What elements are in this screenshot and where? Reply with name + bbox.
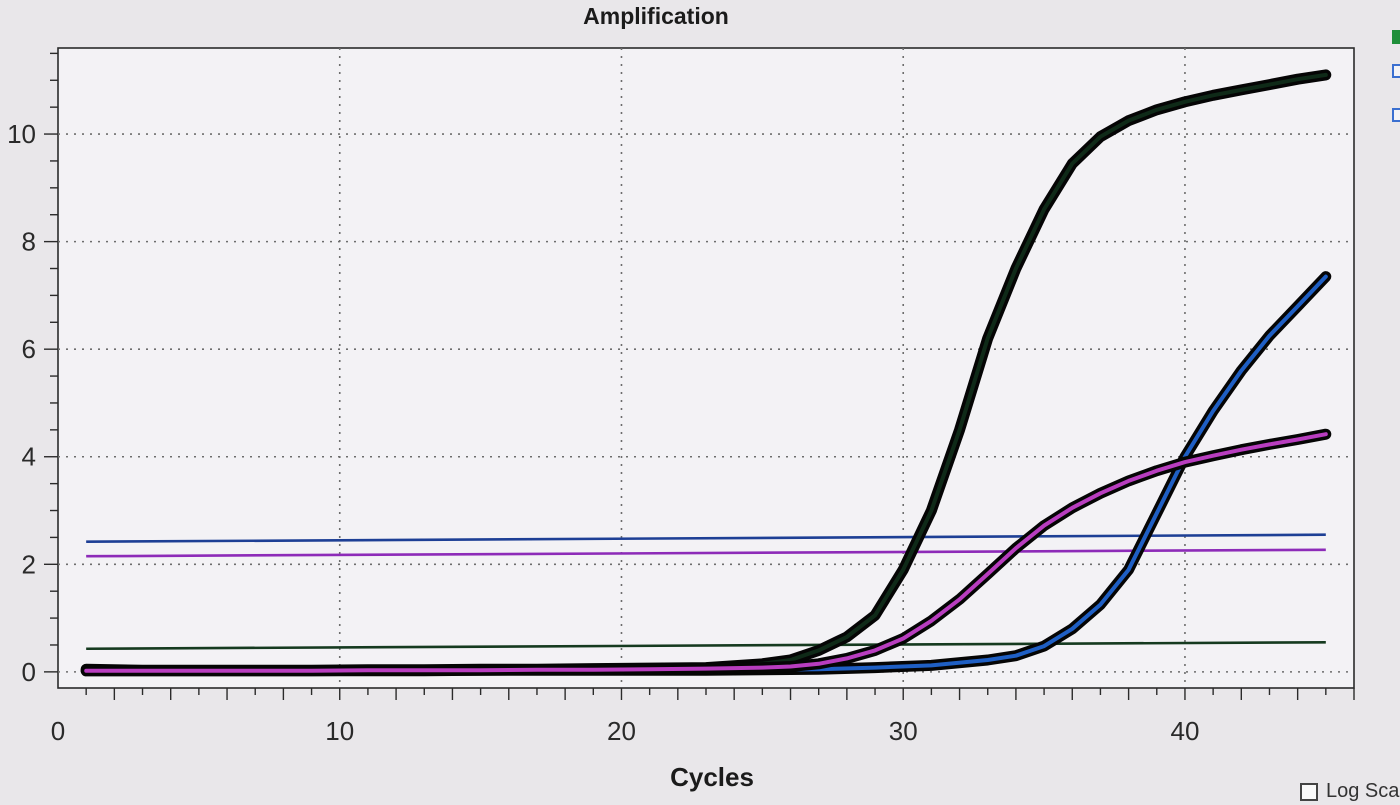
log-scale-toggle[interactable]: Log Sca xyxy=(1300,780,1399,803)
grid xyxy=(58,48,1354,688)
legend-swatch-1[interactable] xyxy=(1392,30,1400,44)
axis-ticks: 0 10 20 30 40 0 2 4 6 8 10 xyxy=(7,52,1355,746)
chart-title: Amplification xyxy=(583,3,729,29)
y-tick-label: 10 xyxy=(7,119,36,149)
x-tick-label: 20 xyxy=(607,716,636,746)
y-tick-label: 0 xyxy=(22,657,36,687)
plot-area xyxy=(57,47,1355,689)
log-scale-label: Log Sca xyxy=(1326,780,1400,802)
threshold-line-1[interactable] xyxy=(86,533,1326,544)
series-line-3[interactable] xyxy=(84,432,1328,673)
legend-swatch-3[interactable] xyxy=(1392,108,1400,122)
x-tick-label: 0 xyxy=(51,716,65,746)
x-tick-label: 30 xyxy=(889,716,918,746)
threshold-line-3[interactable] xyxy=(86,640,1326,651)
x-tick-label: 40 xyxy=(1170,716,1199,746)
log-scale-checkbox[interactable] xyxy=(1300,782,1318,801)
legend-swatch-2[interactable] xyxy=(1392,64,1400,78)
y-tick-label: 4 xyxy=(22,442,36,472)
x-tick-label: 10 xyxy=(325,716,354,746)
x-axis-label: Cycles xyxy=(670,762,754,792)
amplification-curves xyxy=(80,69,1332,677)
threshold-lines xyxy=(86,533,1326,651)
y-tick-label: 6 xyxy=(22,334,36,364)
y-tick-label: 2 xyxy=(22,549,36,579)
y-tick-label: 8 xyxy=(22,227,36,257)
threshold-line-2[interactable] xyxy=(86,548,1326,558)
